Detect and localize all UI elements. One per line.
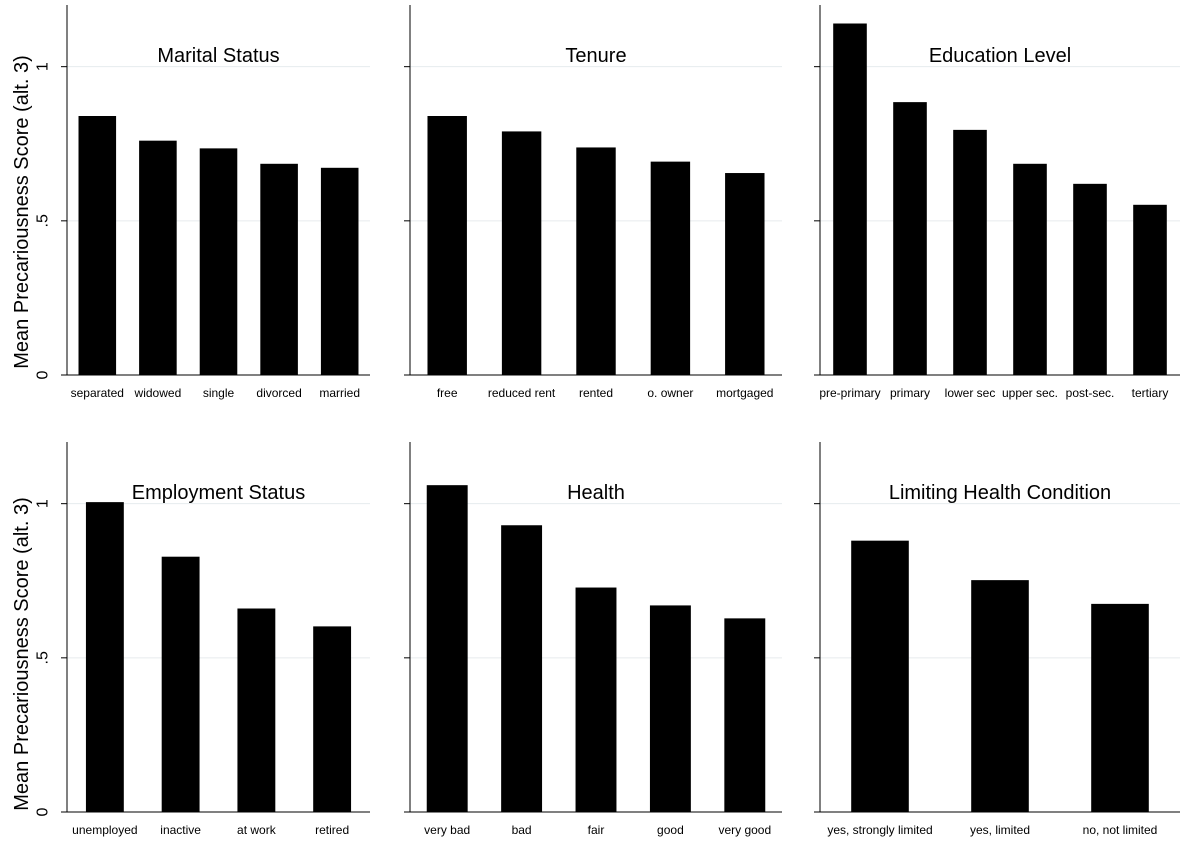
chart-panel-2: Tenure free reduced rent rented o. owner mort… xyxy=(404,5,782,400)
y-tick-label: 1 xyxy=(35,499,52,508)
category-label: primary xyxy=(890,386,930,400)
bar-divorced xyxy=(260,163,298,375)
category-label: good xyxy=(657,823,684,837)
bar-very-bad xyxy=(426,485,468,812)
category-label: widowed xyxy=(134,386,182,400)
bar-primary xyxy=(893,102,927,375)
bar-no-not-limited xyxy=(1091,603,1149,812)
bar-separated xyxy=(78,116,117,375)
bar-mortgaged xyxy=(725,173,765,375)
category-label: bad xyxy=(512,823,532,837)
category-label: o. owner xyxy=(647,386,693,400)
category-label: unemployed xyxy=(72,823,137,837)
y-axis-label: Mean Precariousness Score (alt. 3) xyxy=(11,55,33,368)
y-tick-label: 1 xyxy=(35,62,52,71)
y-axis-label: Mean Precariousness Score (alt. 3) xyxy=(11,497,33,810)
panel-title: Employment Status xyxy=(132,482,305,504)
bar-rented xyxy=(576,147,616,375)
bar-very-good xyxy=(724,618,766,812)
bar-widowed xyxy=(139,140,177,375)
category-label: inactive xyxy=(160,823,201,837)
category-label: fair xyxy=(588,823,605,837)
category-label: lower sec xyxy=(945,386,996,400)
panel-title: Health xyxy=(567,482,625,504)
category-label: no, not limited xyxy=(1083,823,1158,837)
category-label: at work xyxy=(237,823,277,837)
category-label: upper sec. xyxy=(1002,386,1058,400)
bar-upper-sec- xyxy=(1013,163,1047,375)
bar-pre-primary xyxy=(833,23,867,375)
category-label: very bad xyxy=(424,823,470,837)
category-label: yes, limited xyxy=(970,823,1030,837)
bar-o-owner xyxy=(650,161,691,375)
panel-title: Limiting Health Condition xyxy=(889,482,1111,504)
bar-unemployed xyxy=(85,502,124,812)
category-label: post-sec. xyxy=(1066,386,1115,400)
category-label: retired xyxy=(315,823,349,837)
category-label: single xyxy=(203,386,235,400)
bar-lower-sec xyxy=(953,129,987,375)
bar-reduced-rent xyxy=(501,131,542,375)
category-label: yes, strongly limited xyxy=(827,823,932,837)
chart-panel-5: Health very bad bad fair good very good xyxy=(404,442,782,837)
category-label: mortgaged xyxy=(716,386,773,400)
bar-post-sec- xyxy=(1073,183,1107,375)
category-label: married xyxy=(319,386,360,400)
bar-bad xyxy=(501,525,543,812)
category-label: reduced rent xyxy=(488,386,556,400)
bar-good xyxy=(649,605,691,812)
y-tick-label: .5 xyxy=(35,651,52,664)
bar-at-work xyxy=(237,608,276,812)
panel-title: Tenure xyxy=(565,45,626,67)
panel-title: Education Level xyxy=(929,45,1071,67)
category-label: very good xyxy=(718,823,771,837)
y-tick-label: 0 xyxy=(35,807,52,816)
category-label: rented xyxy=(579,386,613,400)
bar-inactive xyxy=(161,556,200,812)
chart-panel-3: Education Level pre-primary primary lower s… xyxy=(814,5,1180,400)
category-label: pre-primary xyxy=(819,386,880,400)
bar-tertiary xyxy=(1133,204,1167,375)
bar-fair xyxy=(575,587,617,812)
panel-title: Marital Status xyxy=(157,45,279,67)
category-label: free xyxy=(437,386,458,400)
chart-panel-6: Limiting Health Condition yes, strongly l… xyxy=(814,442,1180,837)
category-label: separated xyxy=(71,386,124,400)
bar-retired xyxy=(313,626,352,812)
y-tick-label: .5 xyxy=(35,214,52,227)
bar-free xyxy=(427,116,467,375)
y-tick-label: 0 xyxy=(35,370,52,379)
category-label: divorced xyxy=(256,386,301,400)
bar-married xyxy=(320,167,359,375)
bar-single xyxy=(199,148,238,375)
bar-yes-strongly-limited xyxy=(851,540,909,812)
bar-yes-limited xyxy=(971,580,1029,812)
category-label: tertiary xyxy=(1132,386,1169,400)
